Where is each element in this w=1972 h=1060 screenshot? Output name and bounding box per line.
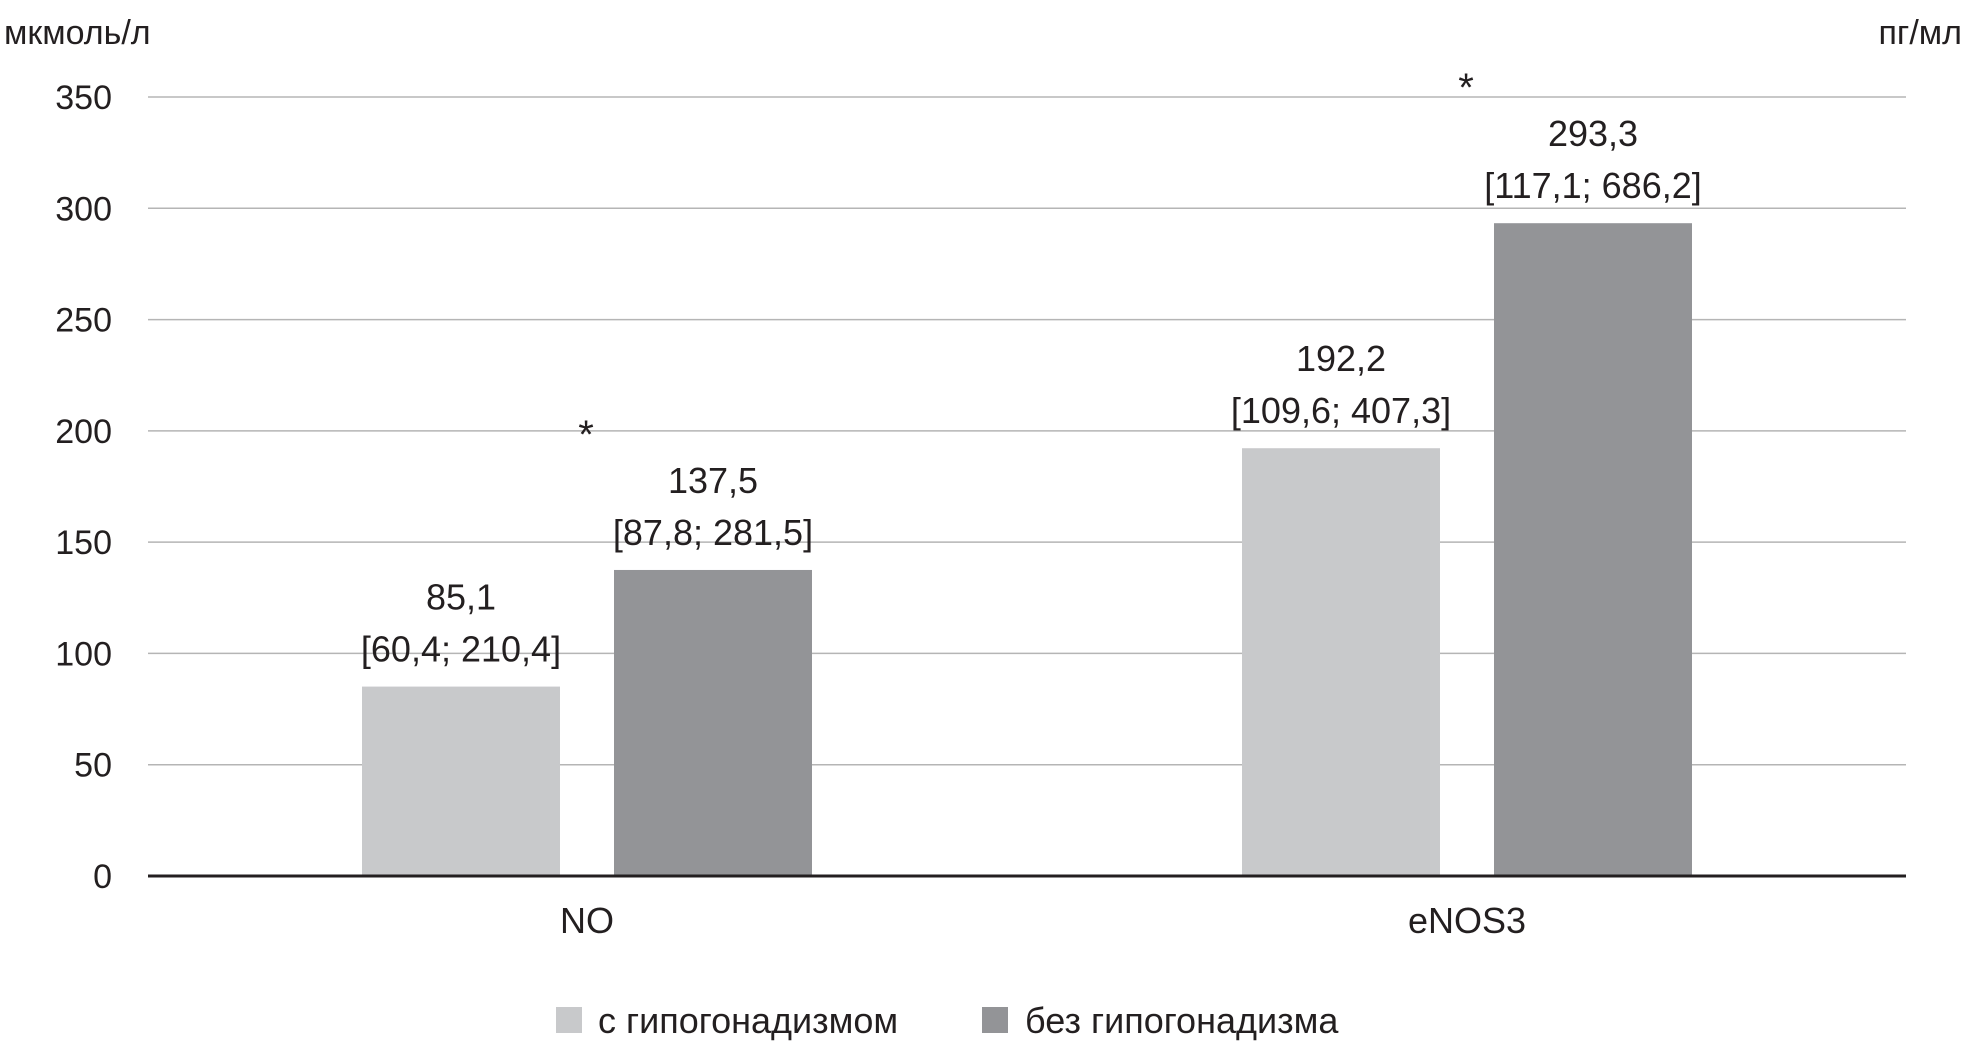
category-labels: NO eNOS3 bbox=[560, 900, 1526, 941]
legend-swatch bbox=[982, 1007, 1008, 1033]
significance-asterisk: * bbox=[578, 413, 594, 457]
left-axis-unit: мкмоль/л bbox=[4, 14, 151, 52]
y-tick-label: 0 bbox=[93, 858, 112, 896]
significance-markers: ** bbox=[578, 66, 1474, 457]
category-label: eNOS3 bbox=[1408, 900, 1526, 941]
bar bbox=[1494, 223, 1692, 876]
y-tick-label: 150 bbox=[55, 524, 112, 562]
bar bbox=[614, 569, 812, 876]
bar-value-label: 85,1 bbox=[426, 577, 496, 618]
bar bbox=[1242, 448, 1440, 876]
data-labels: 85,1 [60,4; 210,4] 137,5 [87,8; 281,5] 192,2… bbox=[361, 113, 1702, 669]
bar-value-label: 137,5 bbox=[668, 460, 758, 501]
category-label: NO bbox=[560, 900, 614, 941]
y-tick-label: 50 bbox=[74, 747, 112, 785]
bar-value-label: 192,2 bbox=[1296, 338, 1386, 379]
legend: с гипогонадизмом без гипогонадизма bbox=[556, 1000, 1339, 1041]
y-tick-label: 250 bbox=[55, 302, 112, 340]
bar-range-label: [117,1; 686,2] bbox=[1484, 165, 1702, 206]
right-axis-unit: пг/мл bbox=[1879, 14, 1962, 52]
legend-label: с гипогонадизмом bbox=[598, 1000, 898, 1041]
legend-label: без гипогонадизма bbox=[1025, 1000, 1339, 1041]
y-tick-label: 350 bbox=[55, 79, 112, 117]
bar bbox=[362, 686, 560, 876]
bar-value-label: 293,3 bbox=[1548, 113, 1638, 154]
y-axis-ticks: 0 50 100 150 200 250 300 350 bbox=[55, 79, 112, 896]
y-tick-label: 100 bbox=[55, 635, 112, 673]
bar-range-label: [109,6; 407,3] bbox=[1231, 390, 1451, 431]
bar-range-label: [60,4; 210,4] bbox=[361, 629, 561, 670]
significance-asterisk: * bbox=[1458, 66, 1474, 110]
bars bbox=[362, 223, 1692, 876]
y-tick-label: 200 bbox=[55, 413, 112, 451]
gridlines bbox=[148, 96, 1906, 766]
y-tick-label: 300 bbox=[55, 190, 112, 228]
bar-range-label: [87,8; 281,5] bbox=[613, 512, 813, 553]
legend-swatch bbox=[556, 1007, 582, 1033]
